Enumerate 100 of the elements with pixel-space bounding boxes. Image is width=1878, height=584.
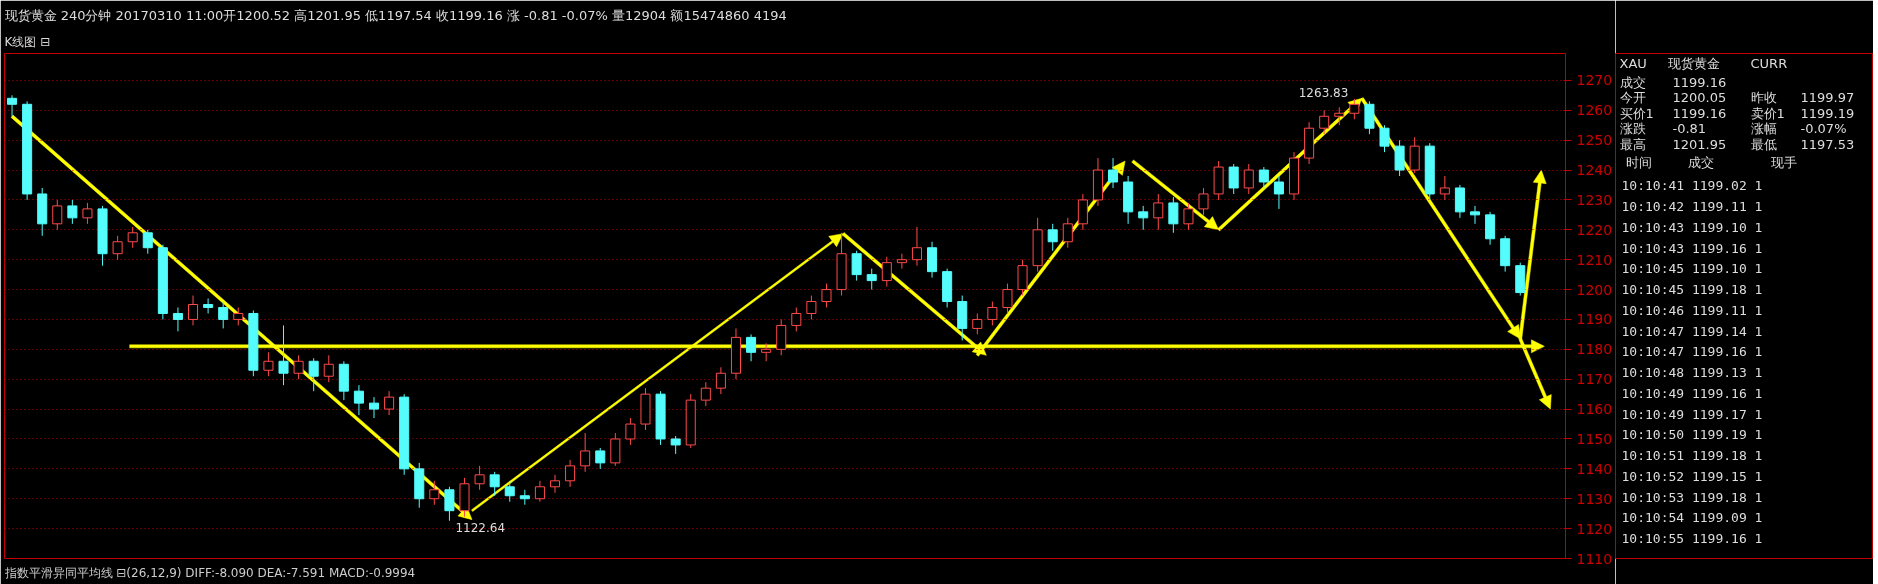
text: 10:10:45 1199.18 1 <box>1621 282 1763 298</box>
candlestick <box>278 324 289 386</box>
text: 指数平滑异同平均线 ⊟(26,12,9) DIFF:-8.090 DEA:-7.591 MACD:-0.9994 <box>3 565 416 580</box>
candlestick <box>1047 223 1058 252</box>
candlestick <box>1379 124 1390 153</box>
candlestick <box>1168 196 1179 234</box>
text: 1197.53 <box>1800 136 1855 152</box>
candlestick <box>595 447 606 470</box>
candlestick <box>1454 184 1465 219</box>
text: 昨收 <box>1750 90 1777 106</box>
text: 成交 <box>1619 74 1646 90</box>
candlestick <box>1228 163 1239 195</box>
candlestick <box>429 480 440 506</box>
candlestick <box>188 295 199 326</box>
text: 10:10:47 1199.16 1 <box>1621 344 1763 360</box>
candlestick <box>67 199 78 225</box>
text: 10:10:43 1199.10 1 <box>1621 219 1763 235</box>
y-tick-label: 1270 <box>1576 72 1613 89</box>
candlestick <box>911 226 922 267</box>
candlestick <box>1138 205 1149 231</box>
text: 1199.16 <box>1672 74 1727 90</box>
candlestick <box>896 253 907 270</box>
candlestick <box>1409 136 1420 174</box>
candlestick <box>1439 175 1450 201</box>
y-tick-label: 1150 <box>1576 430 1613 447</box>
candlestick <box>504 480 515 503</box>
candlestick <box>534 480 545 503</box>
candlestick <box>112 235 123 261</box>
text: 时间 <box>1625 154 1652 170</box>
candlestick <box>987 301 998 326</box>
candlestick <box>1002 283 1013 314</box>
candlestick <box>127 226 138 249</box>
text: -0.07% <box>1800 121 1847 137</box>
annotation: 1263.83 <box>1298 85 1349 100</box>
candlestick <box>715 366 726 395</box>
text: 1199.97 <box>1800 90 1855 106</box>
candlestick <box>927 241 938 279</box>
candlestick <box>353 384 364 416</box>
candlestick <box>1485 211 1496 246</box>
text: CURR <box>1750 56 1788 72</box>
candlestick <box>791 306 802 332</box>
annotation: 1122.64 <box>455 520 506 535</box>
candlestick <box>1469 205 1481 225</box>
candlestick <box>625 417 636 446</box>
y-tick-label: 1260 <box>1576 102 1613 119</box>
candlestick <box>444 486 455 522</box>
text: 今开 <box>1619 90 1646 106</box>
candlestick <box>1349 98 1360 120</box>
text: 成交 <box>1687 154 1714 170</box>
candlestick <box>821 283 832 308</box>
text: 买价1 <box>1619 105 1654 121</box>
y-tick-label: 1190 <box>1576 311 1613 328</box>
candlestick <box>82 202 93 225</box>
text: 10:10:49 1199.17 1 <box>1621 406 1763 422</box>
candlestick <box>1017 259 1028 297</box>
candlestick <box>384 390 395 416</box>
y-tick-label: 1200 <box>1576 281 1613 298</box>
candlestick <box>1258 166 1269 189</box>
text: XAU <box>1619 56 1647 72</box>
candlestick <box>1394 139 1405 177</box>
text: 1199.16 <box>1672 105 1727 121</box>
text: 10:10:41 1199.02 1 <box>1621 178 1763 194</box>
text: 10:10:49 1199.16 1 <box>1621 385 1763 401</box>
y-tick-label: 1210 <box>1576 251 1613 268</box>
text: 1201.95 <box>1672 136 1727 152</box>
candlestick <box>761 342 772 362</box>
candlestick <box>1198 187 1209 216</box>
candlestick <box>565 459 576 488</box>
y-tick-label: 1220 <box>1576 221 1613 238</box>
candlestick <box>610 432 621 467</box>
text: 10:10:55 1199.16 1 <box>1621 531 1763 547</box>
candlestick <box>474 465 485 491</box>
candlestick <box>1243 163 1254 195</box>
text: 10:10:48 1199.13 1 <box>1621 365 1763 381</box>
text: 1200.05 <box>1672 90 1727 106</box>
y-tick-label: 1140 <box>1576 460 1613 477</box>
candlestick <box>1108 157 1119 189</box>
y-tick-label: 1230 <box>1576 191 1613 208</box>
text: 卖价1 <box>1750 105 1785 121</box>
text: 最低 <box>1750 136 1777 152</box>
candlestick <box>1153 193 1164 231</box>
text: 最高 <box>1619 136 1646 152</box>
candlestick <box>263 351 274 377</box>
candlestick <box>1319 109 1330 135</box>
y-tick-label: 1160 <box>1576 401 1613 418</box>
candlestick <box>776 318 787 356</box>
y-tick-label: 1240 <box>1576 162 1613 179</box>
candlestick <box>7 94 18 117</box>
candlestick <box>368 396 380 419</box>
text: 现手 <box>1770 154 1797 170</box>
candlestick <box>293 354 304 380</box>
candlestick <box>549 474 561 494</box>
candlestick <box>866 268 877 291</box>
text: 10:10:53 1199.18 1 <box>1621 489 1763 505</box>
chart-subtitle: K线图 ⊟ <box>4 34 51 49</box>
text: 10:10:50 1199.19 1 <box>1621 427 1763 443</box>
candlestick <box>172 306 183 332</box>
candlestick <box>746 333 757 362</box>
candlestick <box>580 432 591 473</box>
y-tick-label: 1130 <box>1576 490 1613 507</box>
